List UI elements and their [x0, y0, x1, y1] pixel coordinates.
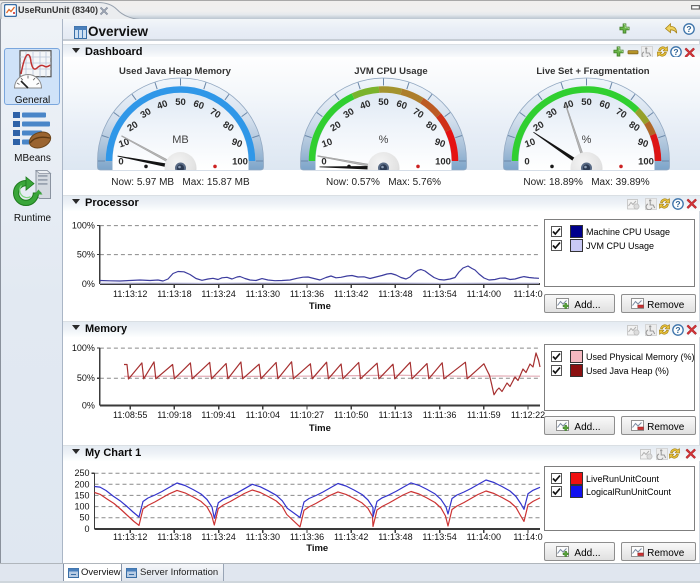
svg-text:90: 90	[636, 137, 650, 151]
svg-text:50: 50	[581, 97, 592, 108]
svg-text:100: 100	[232, 156, 248, 167]
svg-text:JVM CPU Usage: JVM CPU Usage	[354, 66, 427, 77]
svg-text:0: 0	[321, 156, 326, 167]
svg-text:11:13:30: 11:13:30	[246, 532, 280, 542]
svg-text:0%: 0%	[82, 401, 95, 411]
svg-text:11:13:30: 11:13:30	[246, 289, 280, 299]
svg-text:50: 50	[79, 513, 89, 523]
svg-text:11:13:48: 11:13:48	[378, 532, 412, 542]
svg-text:11:13:24: 11:13:24	[201, 289, 235, 299]
svg-text:10: 10	[523, 137, 537, 151]
svg-text:%: %	[582, 134, 592, 146]
svg-text:Now: 5.97 MB Max: 15.87 MB: Now: 5.97 MB Max: 15.87 MB	[111, 177, 250, 188]
svg-text:50: 50	[175, 97, 186, 108]
svg-text:0: 0	[84, 524, 89, 534]
svg-text:11:13:42: 11:13:42	[334, 532, 368, 542]
svg-text:11:13:48: 11:13:48	[378, 289, 412, 299]
svg-text:200: 200	[74, 479, 89, 489]
svg-text:Time: Time	[309, 423, 331, 434]
svg-text:90: 90	[433, 137, 447, 151]
svg-text:50: 50	[378, 97, 389, 108]
svg-text:30: 30	[342, 106, 357, 121]
svg-text:20: 20	[125, 119, 140, 134]
svg-text:80: 80	[221, 119, 236, 134]
svg-text:11:13:54: 11:13:54	[422, 532, 456, 542]
svg-text:11:13:42: 11:13:42	[334, 289, 368, 299]
svg-text:40: 40	[359, 98, 373, 112]
svg-text:100: 100	[638, 156, 654, 167]
svg-text:Time: Time	[306, 543, 328, 554]
svg-text:60: 60	[192, 98, 206, 112]
svg-text:11:09:41: 11:09:41	[201, 410, 235, 420]
svg-text:?: ?	[675, 199, 680, 209]
svg-text:11:13:36: 11:13:36	[290, 289, 324, 299]
svg-text:11:08:55: 11:08:55	[113, 410, 147, 420]
svg-text:0%: 0%	[82, 279, 95, 289]
svg-text:10: 10	[320, 137, 334, 151]
svg-text:11:12:22: 11:12:22	[511, 410, 545, 420]
svg-text:50%: 50%	[77, 250, 95, 260]
svg-text:70: 70	[411, 106, 426, 121]
svg-text:60: 60	[395, 98, 409, 112]
svg-text:0: 0	[524, 156, 529, 167]
svg-text:Used Java Heap Memory: Used Java Heap Memory	[119, 66, 232, 77]
svg-text:11:13:54: 11:13:54	[422, 289, 456, 299]
svg-text:Time: Time	[309, 301, 331, 312]
svg-text:11:11:59: 11:11:59	[467, 410, 501, 420]
svg-text:?: ?	[675, 325, 680, 335]
svg-text:30: 30	[545, 106, 560, 121]
svg-text:11:13:36: 11:13:36	[290, 532, 324, 542]
svg-text:20: 20	[328, 119, 343, 134]
svg-text:Now: 0.57% Max: 5.76%: Now: 0.57% Max: 5.76%	[326, 177, 441, 188]
svg-text:%: %	[379, 134, 389, 146]
svg-text:11:13:18: 11:13:18	[157, 532, 191, 542]
svg-text:Now: 18.89% Max: 39.89%: Now: 18.89% Max: 39.89%	[523, 177, 649, 188]
svg-text:11:11:13: 11:11:13	[379, 410, 413, 420]
svg-text:11:13:12: 11:13:12	[113, 289, 147, 299]
svg-text:100: 100	[74, 502, 89, 512]
svg-text:11:09:18: 11:09:18	[157, 410, 191, 420]
svg-text:11:10:50: 11:10:50	[334, 410, 368, 420]
svg-text:?: ?	[686, 24, 691, 34]
svg-text:20: 20	[531, 119, 546, 134]
svg-text:60: 60	[598, 98, 612, 112]
svg-text:MB: MB	[172, 134, 189, 146]
svg-text:150: 150	[74, 490, 89, 500]
svg-text:11:13:18: 11:13:18	[157, 289, 191, 299]
svg-text:100%: 100%	[72, 221, 95, 231]
svg-text:80: 80	[627, 119, 642, 134]
svg-text:100: 100	[435, 156, 451, 167]
svg-text:70: 70	[208, 106, 223, 121]
svg-text:30: 30	[139, 106, 154, 121]
svg-text:11:14:00: 11:14:00	[467, 532, 501, 542]
svg-text:?: ?	[673, 47, 678, 57]
svg-text:90: 90	[230, 137, 244, 151]
svg-text:40: 40	[562, 98, 576, 112]
svg-text:11:13:12: 11:13:12	[113, 532, 147, 542]
svg-text:80: 80	[424, 119, 439, 134]
svg-text:11:14:00: 11:14:00	[467, 289, 501, 299]
svg-text:11:14:0: 11:14:0	[513, 532, 542, 542]
svg-text:100%: 100%	[72, 343, 95, 353]
svg-text:250: 250	[74, 468, 89, 478]
svg-text:70: 70	[614, 106, 629, 121]
svg-text:11:11:36: 11:11:36	[423, 410, 457, 420]
svg-text:Live Set + Fragmentation: Live Set + Fragmentation	[536, 66, 649, 77]
svg-text:11:13:24: 11:13:24	[201, 532, 235, 542]
svg-text:11:14:0: 11:14:0	[513, 289, 542, 299]
svg-text:0: 0	[118, 156, 123, 167]
svg-text:50%: 50%	[77, 373, 95, 383]
svg-text:11:10:27: 11:10:27	[290, 410, 324, 420]
svg-text:11:10:04: 11:10:04	[246, 410, 280, 420]
svg-text:40: 40	[156, 98, 170, 112]
